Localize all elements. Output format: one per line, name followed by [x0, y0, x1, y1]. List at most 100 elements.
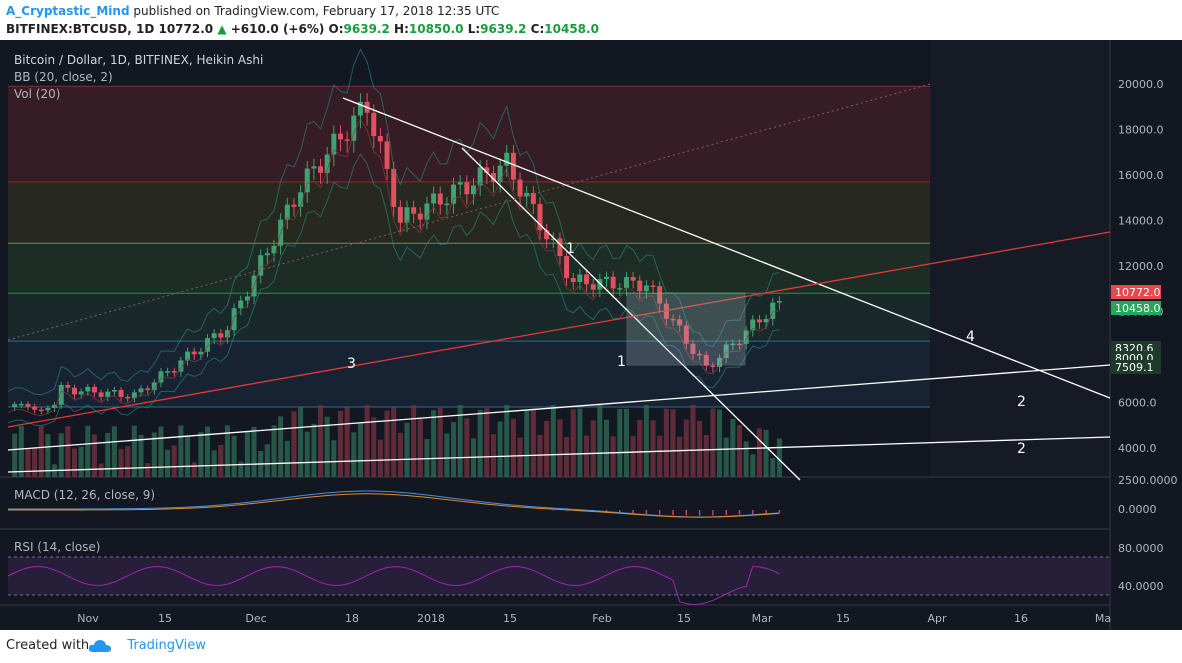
volume-bar — [617, 409, 623, 477]
volume-bar — [610, 436, 616, 477]
volume-bar — [304, 431, 310, 477]
volume-bar — [271, 425, 277, 477]
candle-body — [331, 133, 337, 155]
candle-body — [324, 154, 330, 173]
candle-body — [58, 384, 64, 405]
time-tick-label: 2018 — [417, 612, 445, 625]
volume-bar — [577, 408, 583, 477]
bb-legend: BB (20, close, 2) — [14, 70, 113, 84]
price-badge-label: 10772.0 — [1115, 286, 1161, 299]
candle-body — [717, 357, 723, 368]
candle-body — [683, 325, 689, 344]
vol-legend: Vol (20) — [14, 87, 60, 101]
volume-bar — [397, 432, 403, 477]
candle-body — [524, 192, 530, 197]
time-tick-label: Apr — [927, 612, 947, 625]
footer: Created with TradingView — [0, 630, 1182, 663]
macd-legend: MACD (12, 26, close, 9) — [14, 488, 155, 502]
volume-bar — [557, 419, 563, 477]
volume-bar — [510, 418, 516, 477]
wave-label: 3 — [347, 356, 356, 372]
author-link[interactable]: A_Cryptastic_Mind — [6, 4, 130, 18]
volume-bar — [138, 434, 144, 477]
time-tick-label: Nov — [77, 612, 99, 625]
candle-body — [557, 238, 563, 257]
low-value: 9639.2 — [480, 22, 527, 36]
chart-svg[interactable]: 1 1 3 4 2 2 2500.0000 0.0000 80.0000 40.0000 200… — [0, 40, 1182, 630]
close-label: C: — [530, 22, 545, 36]
candle-body — [151, 382, 157, 391]
candle-body — [52, 404, 58, 409]
volume-bar — [750, 454, 756, 477]
candle-body — [178, 360, 184, 372]
candle-body — [623, 277, 629, 289]
candle-body — [125, 396, 131, 399]
candle-body — [431, 193, 437, 204]
volume-bar — [451, 422, 457, 477]
chart-area[interactable]: 1 1 3 4 2 2 2500.0000 0.0000 80.0000 40.0000 200… — [0, 40, 1182, 630]
candle-body — [264, 253, 270, 256]
volume-bar — [584, 435, 590, 477]
candle-body — [271, 245, 277, 254]
candle-body — [477, 167, 483, 186]
volume-bar — [98, 463, 104, 477]
volume-bar — [364, 405, 370, 477]
volume-bar — [131, 425, 137, 477]
price-badge-label: 10458.0 — [1115, 302, 1161, 315]
candle-body — [604, 276, 609, 280]
candle-body — [65, 384, 71, 388]
volume-bar — [770, 458, 776, 477]
volume-bar — [85, 425, 91, 477]
candle-body — [630, 277, 636, 281]
close-value: 10458.0 — [544, 22, 599, 36]
volume-bar — [437, 407, 443, 477]
candle-body — [703, 354, 709, 366]
red-support-line — [7, 231, 1111, 428]
low-label: L: — [467, 22, 481, 36]
candle-body — [224, 330, 230, 338]
candle-body — [311, 166, 317, 169]
candle-body — [12, 404, 18, 408]
candle-body — [185, 351, 191, 361]
volume-bar — [45, 434, 51, 477]
candle-body — [697, 353, 703, 356]
volume-bar — [683, 419, 689, 477]
candle-body — [384, 141, 390, 169]
volume-bar — [251, 426, 257, 477]
candle-body — [291, 204, 297, 207]
volume-bar — [743, 441, 749, 477]
volume-bar — [776, 438, 782, 477]
volume-bar — [384, 410, 390, 477]
volume-bar — [417, 417, 423, 477]
volume-bar — [311, 423, 317, 477]
candle-body — [118, 389, 124, 397]
volume-bar — [524, 409, 530, 477]
volume-bar — [331, 440, 337, 477]
candle-body — [298, 192, 304, 207]
rsi-band — [8, 557, 1110, 595]
candle-body — [564, 256, 570, 279]
price-tick-label: 20000.0 — [1118, 78, 1164, 91]
volume-bar — [404, 422, 410, 477]
volume-bar — [351, 432, 357, 477]
candle-body — [590, 284, 596, 290]
volume-bar — [238, 461, 244, 477]
tradingview-link[interactable]: TradingView — [127, 638, 206, 653]
ascending-trendline-upper — [7, 364, 1111, 451]
price-badge — [1111, 360, 1161, 374]
volume-bar — [623, 408, 629, 477]
ascending-trendline-lower — [7, 436, 1111, 473]
candle-body — [690, 343, 696, 354]
volume-bar — [756, 428, 762, 477]
candle-body — [437, 193, 443, 205]
volume-bar — [91, 434, 97, 477]
candle-body — [776, 301, 782, 303]
wave-label: 1 — [617, 354, 626, 370]
volume-bar — [717, 409, 723, 477]
volume-bar — [457, 405, 463, 477]
wave-label: 2 — [1017, 394, 1026, 410]
symbol-label: BITFINEX:BTCUSD, 1D — [6, 22, 155, 36]
volume-bar — [670, 409, 676, 477]
volume-bar — [264, 444, 270, 477]
volume-bar — [391, 407, 397, 477]
